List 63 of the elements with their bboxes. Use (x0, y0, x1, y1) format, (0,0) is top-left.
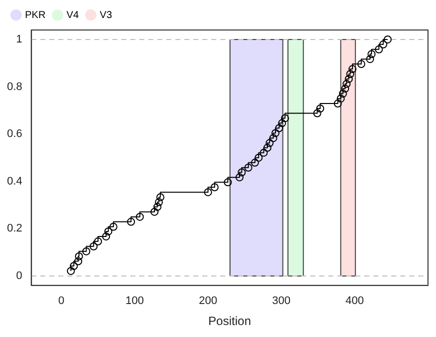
point (104, 227, 112, 236)
point (263, 144, 272, 152)
point (271, 129, 280, 138)
point (74, 252, 83, 260)
point (374, 45, 383, 54)
point (281, 114, 290, 122)
point (346, 70, 354, 78)
x-tick-label: 200 (198, 295, 218, 308)
point (266, 139, 274, 148)
point (344, 74, 353, 83)
point (313, 109, 322, 118)
point (224, 178, 232, 186)
point (316, 104, 324, 113)
x-axis-title: Position (208, 314, 251, 328)
point (260, 148, 268, 157)
point (334, 100, 342, 108)
y-tick-label: 0.4 (6, 175, 22, 188)
y-tick-label: 0 (16, 270, 22, 282)
point (94, 237, 102, 246)
legend-label: V3 (100, 10, 112, 21)
y-tick-label: 1 (16, 33, 22, 46)
point (102, 232, 110, 240)
point (269, 134, 278, 142)
point (341, 84, 350, 93)
y-tick-label: 0.8 (6, 80, 22, 93)
point (109, 222, 118, 231)
point (342, 80, 351, 88)
point (244, 164, 252, 172)
point (338, 90, 347, 98)
point (336, 94, 345, 103)
point (156, 193, 164, 202)
point (70, 262, 78, 270)
point (204, 188, 212, 196)
point (82, 247, 90, 256)
point (236, 173, 244, 182)
point (150, 208, 158, 216)
point (127, 218, 136, 226)
point (66, 266, 75, 275)
y-tick-label: 0.2 (6, 222, 22, 235)
point (238, 168, 246, 176)
x-tick-label: 400 (345, 295, 364, 308)
point (154, 198, 163, 206)
point (74, 257, 82, 266)
point (90, 242, 98, 250)
point (366, 55, 374, 64)
point (136, 212, 144, 221)
legend-label: PKR (25, 10, 46, 21)
x-tick-label: 300 (272, 295, 291, 308)
point (379, 40, 388, 48)
point (357, 60, 366, 68)
point (368, 50, 376, 58)
legend-label: V4 (66, 10, 80, 21)
point (250, 158, 259, 167)
y-tick-label: 0.6 (6, 128, 22, 140)
point (254, 154, 263, 162)
point (348, 65, 356, 74)
point (210, 183, 219, 192)
point (275, 124, 284, 132)
point (153, 202, 162, 211)
x-tick-label: 100 (126, 295, 144, 308)
point (384, 35, 392, 44)
x-tick-label: 0 (58, 295, 64, 308)
point (278, 119, 286, 128)
